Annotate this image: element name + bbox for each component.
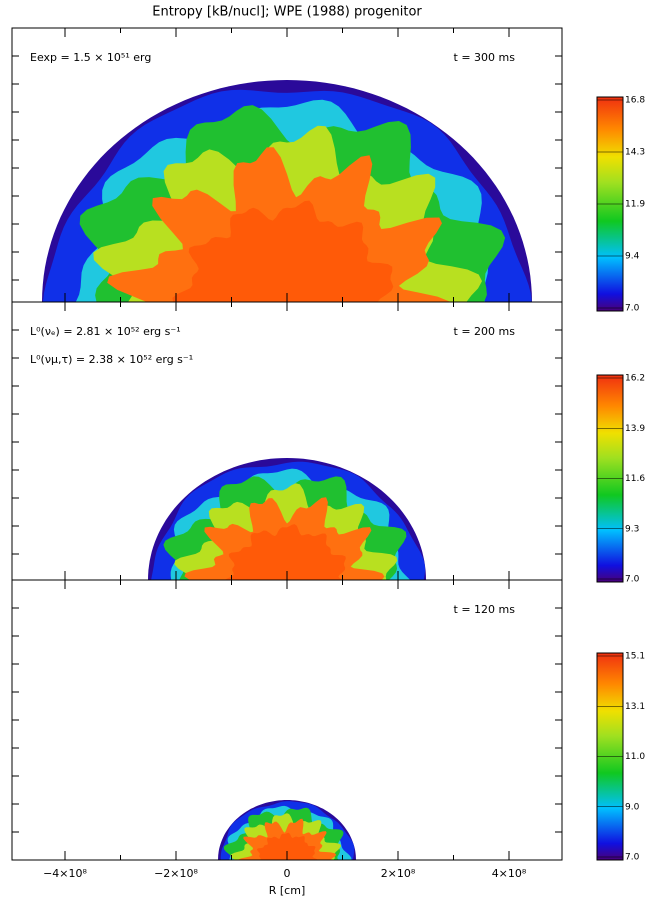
annotation: L⁰(νₑ) = 2.81 × 10⁵² erg s⁻¹ <box>30 325 181 338</box>
time-label: t = 300 ms <box>454 51 516 64</box>
colorbar-label: 15.1 <box>625 652 645 662</box>
title: Entropy [kB/nucl]; WPE (1988) progenitor <box>152 5 422 20</box>
colorbar-label: 9.3 <box>625 524 639 534</box>
x-tick-label: 4×10⁸ <box>492 867 527 880</box>
colorbar-label: 14.3 <box>625 148 645 158</box>
annotation: Eexp = 1.5 × 10⁵¹ erg <box>30 51 151 64</box>
colorbar-label: 11.0 <box>625 752 645 762</box>
annotation: L⁰(νμ,τ) = 2.38 × 10⁵² erg s⁻¹ <box>30 353 193 366</box>
entropy-region <box>172 200 394 302</box>
colorbar-label: 9.0 <box>625 802 640 812</box>
x-tick-label: −2×10⁸ <box>154 867 198 880</box>
time-label: t = 200 ms <box>454 325 516 338</box>
colorbar-label: 16.2 <box>625 374 645 384</box>
colorbar-label: 16.8 <box>625 96 645 106</box>
time-label: t = 120 ms <box>454 603 516 616</box>
colorbar-label: 7.0 <box>625 853 640 863</box>
colorbar-label: 11.6 <box>625 474 645 484</box>
colorbar-label: 13.1 <box>625 702 645 712</box>
x-tick-label: 0 <box>284 867 291 880</box>
colorbar-label: 7.0 <box>625 304 640 314</box>
colorbar-label: 13.9 <box>625 424 645 434</box>
colorbar-label: 9.4 <box>625 252 640 262</box>
x-tick-label: 2×10⁸ <box>381 867 416 880</box>
x-axis-label: R [cm] <box>269 884 306 897</box>
entropy-region <box>224 524 346 580</box>
colorbar-label: 7.0 <box>625 575 640 585</box>
x-tick-label: −4×10⁸ <box>43 867 87 880</box>
entropy-region <box>257 832 318 860</box>
colorbar-label: 11.9 <box>625 200 645 210</box>
